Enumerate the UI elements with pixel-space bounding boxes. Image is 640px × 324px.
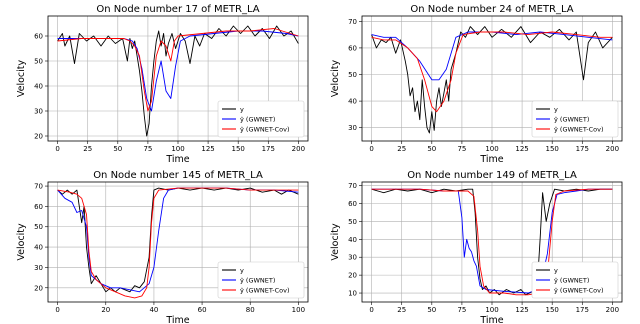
series-line-gwnet_cov	[371, 188, 613, 296]
legend-label: ŷ (GWNET-Cov)	[554, 286, 604, 294]
y-tick-label: 20	[348, 272, 357, 280]
chart-panel: 0 25 50 75 100 125 150 175 200 30 40 50 60 70 On Node …	[330, 4, 623, 165]
legend-box	[217, 100, 305, 138]
x-tick-label: 100	[171, 145, 184, 153]
y-tick-label: 50	[34, 58, 43, 66]
legend-label: ŷ (GWNET-Cov)	[554, 125, 604, 133]
series-line-y	[57, 187, 299, 293]
x-tick-label: 25	[397, 306, 406, 314]
y-tick-label: 30	[348, 124, 357, 132]
x-tick-label: 125	[515, 145, 528, 153]
x-tick-label: 25	[397, 145, 406, 153]
y-tick-label: 70	[34, 183, 43, 191]
x-tick-label: 200	[292, 145, 305, 153]
y-tick-label: 60	[348, 200, 357, 208]
legend-box	[531, 100, 619, 138]
x-tick-label: 0	[369, 145, 373, 153]
legend-label: y	[240, 105, 244, 113]
y-tick-label: 50	[34, 223, 43, 231]
y-tick-label: 60	[34, 33, 43, 41]
chart-title: On Node number 17 of METR_LA	[96, 4, 259, 15]
legend-box	[531, 261, 619, 299]
x-tick-label: 0	[369, 306, 373, 314]
x-tick-label: 50	[427, 145, 436, 153]
chart-panel: 0 20 40 60 80 100 20 30 40 50 60 70 On Node number 1…	[16, 170, 309, 324]
legend-label: ŷ (GWNET)	[554, 115, 589, 123]
y-tick-label: 40	[348, 236, 357, 244]
legend-box	[217, 261, 305, 299]
chart-title: On Node number 24 of METR_LA	[410, 4, 573, 15]
plot-frame	[47, 15, 309, 142]
y-tick-label: 40	[34, 244, 43, 252]
series-line-gwnet_cov	[371, 31, 613, 113]
x-tick-label: 40	[149, 306, 158, 314]
y-tick-label: 40	[34, 83, 43, 91]
legend-label: y	[554, 266, 558, 274]
x-tick-label: 75	[457, 306, 466, 314]
plot-frame	[361, 181, 623, 303]
series-line-gwnet_cov	[57, 28, 299, 112]
y-tick-label: 20	[34, 284, 43, 292]
chart-title: On Node number 149 of METR_LA	[407, 170, 577, 181]
y-tick-label: 30	[348, 254, 357, 262]
y-tick-label: 50	[348, 71, 357, 79]
x-tick-label: 25	[83, 145, 92, 153]
chart-panel: 0 25 50 75 100 125 150 175 200 10 20 30 40 50 60 70 On N…	[330, 170, 623, 324]
x-tick-label: 150	[545, 145, 558, 153]
y-tick-label: 30	[34, 264, 43, 272]
y-tick-label: 60	[34, 203, 43, 211]
x-tick-label: 80	[246, 306, 255, 314]
y-axis-label: Velocity	[330, 223, 341, 261]
x-tick-label: 100	[292, 306, 305, 314]
x-tick-label: 175	[576, 145, 589, 153]
x-tick-label: 0	[55, 145, 59, 153]
x-axis-label: Time	[479, 154, 503, 165]
x-tick-label: 125	[515, 306, 528, 314]
x-tick-label: 175	[576, 306, 589, 314]
x-axis-label: Time	[165, 315, 189, 324]
legend-label: ŷ (GWNET)	[240, 115, 275, 123]
y-tick-label: 70	[348, 182, 357, 190]
x-tick-label: 0	[55, 306, 59, 314]
y-tick-label: 10	[348, 290, 357, 298]
x-tick-label: 125	[201, 145, 214, 153]
legend-label: ŷ (GWNET-Cov)	[240, 286, 290, 294]
x-tick-label: 50	[427, 306, 436, 314]
y-axis-label: Velocity	[16, 223, 27, 261]
plot-frame	[47, 181, 309, 303]
x-tick-label: 50	[113, 145, 122, 153]
x-tick-label: 175	[262, 145, 275, 153]
legend-label: y	[240, 266, 244, 274]
x-tick-label: 100	[485, 145, 498, 153]
x-tick-label: 75	[143, 145, 152, 153]
x-tick-label: 75	[457, 145, 466, 153]
legend-label: y	[554, 105, 558, 113]
y-tick-label: 20	[34, 133, 43, 141]
legend-label: ŷ (GWNET)	[240, 276, 275, 284]
y-axis-label: Velocity	[330, 59, 341, 97]
legend-label: ŷ (GWNET-Cov)	[240, 125, 290, 133]
y-tick-label: 50	[348, 218, 357, 226]
x-tick-label: 100	[485, 306, 498, 314]
x-tick-label: 60	[198, 306, 207, 314]
series-line-gwnet_cov	[57, 187, 299, 299]
y-tick-label: 40	[348, 98, 357, 106]
legend-label: ŷ (GWNET)	[554, 276, 589, 284]
chart-panel: 0 25 50 75 100 125 150 175 200 20 30 40 50 60 On Node …	[16, 4, 309, 165]
x-axis-label: Time	[479, 315, 503, 324]
x-axis-label: Time	[165, 154, 189, 165]
x-tick-label: 20	[101, 306, 110, 314]
y-tick-label: 60	[348, 44, 357, 52]
x-tick-label: 150	[545, 306, 558, 314]
plot-frame	[361, 15, 623, 142]
y-axis-label: Velocity	[16, 59, 27, 97]
x-tick-label: 200	[606, 306, 619, 314]
chart-title: On Node number 145 of METR_LA	[93, 170, 263, 181]
x-tick-label: 150	[231, 145, 244, 153]
y-tick-label: 70	[348, 18, 357, 26]
x-tick-label: 200	[606, 145, 619, 153]
y-tick-label: 30	[34, 108, 43, 116]
